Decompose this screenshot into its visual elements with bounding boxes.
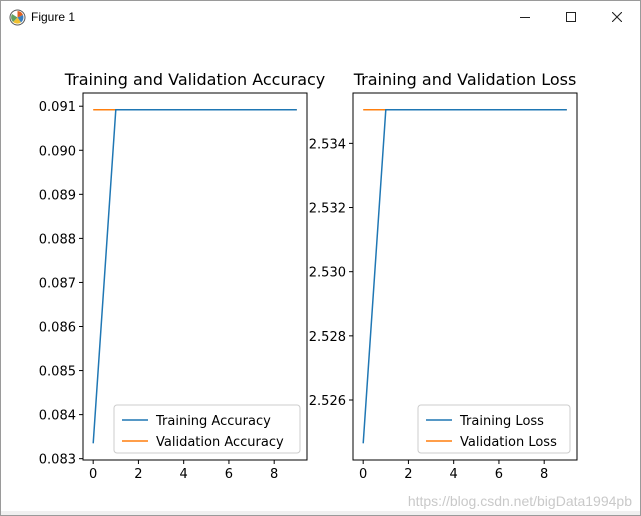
minimize-icon	[520, 17, 530, 18]
x-tick-label: 0	[89, 467, 97, 482]
legend-box	[113, 404, 301, 454]
title-bar[interactable]: Figure 1	[1, 1, 640, 33]
axes-frame	[352, 92, 578, 461]
x-tick-label: 8	[270, 467, 278, 482]
figure-svg: Training and Validation Accuracy 0 2 4 6 8 0.0…	[39, 70, 578, 482]
x-tick-label: 8	[540, 467, 548, 482]
x-tick-label: 6	[225, 467, 233, 482]
y-tick-label: 0.086	[39, 321, 76, 336]
legend-label: Training Accuracy	[155, 414, 271, 429]
axes-frame	[82, 92, 308, 461]
y-tick-label: 2.528	[309, 330, 346, 345]
legend-label: Training Loss	[459, 414, 544, 429]
series-line	[92, 108, 297, 444]
y-tick-label: 2.526	[309, 394, 346, 409]
y-tick-label: 2.532	[309, 202, 346, 217]
y-tick-label: 0.089	[39, 188, 76, 203]
y-tick-label: 2.530	[309, 266, 346, 281]
y-tick-label: 0.084	[39, 409, 76, 424]
chart-title: Training and Validation Loss	[353, 70, 577, 89]
matplotlib-icon	[9, 9, 26, 26]
close-button[interactable]	[594, 1, 640, 33]
subplot-0: Training and Validation Accuracy 0 2 4 6 8 0.0…	[39, 70, 325, 482]
legend-label: Validation Loss	[460, 435, 557, 450]
legend-label: Validation Accuracy	[156, 435, 284, 450]
watermark-text: https://blog.csdn.net/bigData1994pb	[407, 493, 632, 509]
y-tick-label: 0.088	[39, 232, 76, 247]
y-tick-label: 0.085	[39, 365, 76, 380]
x-tick-label: 4	[450, 467, 458, 482]
minimize-button[interactable]	[502, 1, 548, 33]
y-tick-label: 2.534	[309, 137, 346, 152]
y-tick-label: 0.087	[39, 276, 76, 291]
y-tick-label: 0.083	[39, 453, 76, 468]
status-bar	[1, 511, 640, 515]
series-line	[362, 108, 567, 444]
chart-title: Training and Validation Accuracy	[64, 70, 326, 89]
x-tick-label: 2	[134, 467, 142, 482]
legend: Training Loss Validation Loss	[417, 404, 571, 454]
x-tick-label: 6	[495, 467, 503, 482]
subplot-1: Training and Validation Loss 0 2 4 6 8 2.526 2.…	[309, 70, 578, 482]
y-tick-label: 0.091	[39, 100, 76, 115]
maximize-button[interactable]	[548, 1, 594, 33]
figure-canvas: Training and Validation Accuracy 0 2 4 6 8 0.0…	[1, 33, 640, 511]
x-tick-label: 0	[359, 467, 367, 482]
x-tick-label: 4	[180, 467, 188, 482]
window-title: Figure 1	[31, 10, 76, 24]
legend-box	[417, 404, 571, 454]
x-tick-label: 2	[404, 467, 412, 482]
maximize-icon	[566, 12, 576, 22]
y-tick-label: 0.090	[39, 144, 76, 159]
close-icon	[612, 12, 622, 22]
legend: Training Accuracy Validation Accuracy	[113, 404, 301, 454]
